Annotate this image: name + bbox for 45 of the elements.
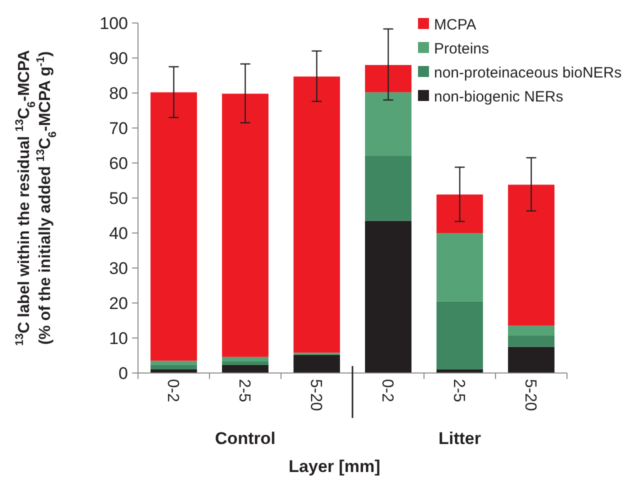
x-tick-label: 5-20 xyxy=(522,379,539,412)
legend-label: non-proteinaceous bioNERs xyxy=(434,64,622,82)
y-tick-label: 50 xyxy=(109,188,128,208)
x-tick-label: 5-20 xyxy=(307,379,324,412)
bar xyxy=(508,326,554,336)
bar xyxy=(365,220,412,373)
y-tick-label: 80 xyxy=(109,84,128,103)
y-tick-label: 60 xyxy=(109,154,128,173)
bar xyxy=(150,369,197,373)
y-tick-label: 10 xyxy=(109,328,128,348)
y-tick-label: 30 xyxy=(109,258,128,278)
bar xyxy=(365,156,412,221)
bar xyxy=(508,346,554,373)
y-tick-label: 20 xyxy=(109,294,128,313)
bar xyxy=(436,233,483,302)
bar xyxy=(436,301,483,370)
y-tick-label: 40 xyxy=(109,224,128,243)
legend-label: MCPA xyxy=(434,16,476,34)
bar xyxy=(222,361,268,365)
bar xyxy=(222,356,268,362)
bar xyxy=(150,360,197,365)
bar xyxy=(508,184,554,326)
bar xyxy=(436,194,483,233)
text: Control xyxy=(215,429,276,448)
legend-label: Proteins xyxy=(434,40,490,58)
bar xyxy=(365,65,412,92)
y-tick-label: 0 xyxy=(118,364,128,383)
bar xyxy=(222,94,268,357)
bar xyxy=(222,364,268,373)
bar xyxy=(365,92,412,156)
bar xyxy=(150,92,197,361)
y-tick-label: 100 xyxy=(100,14,128,33)
x-axis-title: Layer [mm] xyxy=(288,457,380,476)
legend-label: non-biogenic NERs xyxy=(434,88,564,106)
bar xyxy=(150,364,197,370)
x-tick-label: 2-5 xyxy=(236,379,253,402)
y-tick-label: 70 xyxy=(109,118,128,138)
bar xyxy=(508,336,554,347)
x-tick-label: 0-2 xyxy=(378,379,396,402)
text: Litter xyxy=(438,429,482,448)
y-tick-label: 90 xyxy=(109,48,128,68)
bar xyxy=(294,76,340,353)
bar xyxy=(294,354,340,373)
x-tick-label: 0-2 xyxy=(164,379,182,402)
x-tick-label: 2-5 xyxy=(450,379,468,402)
